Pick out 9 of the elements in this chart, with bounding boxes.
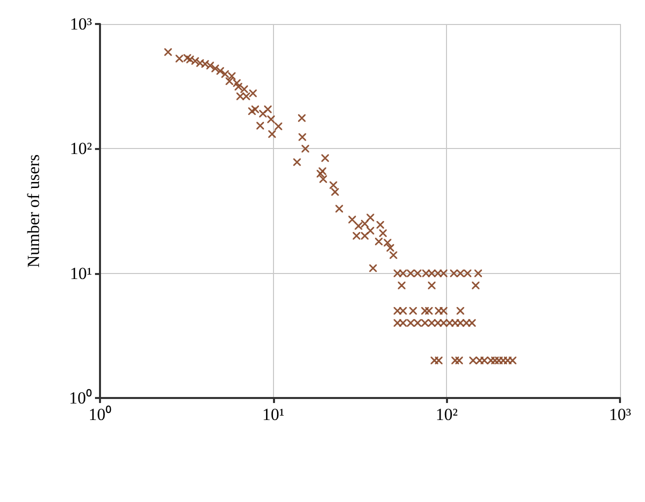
x-tick-label: 10¹ — [262, 405, 284, 424]
y-tick-label: 10³ — [70, 14, 92, 34]
y-tick-label: 10¹ — [70, 264, 92, 283]
y-axis-title: Number of users — [24, 154, 43, 268]
x-tick-label: 10³ — [608, 405, 632, 424]
y-tick-label: 10² — [70, 139, 92, 158]
x-tick-label: 10² — [436, 405, 458, 424]
x-tick-label: 10⁰ — [88, 405, 112, 424]
y-tick-label: 10⁰ — [69, 388, 92, 408]
